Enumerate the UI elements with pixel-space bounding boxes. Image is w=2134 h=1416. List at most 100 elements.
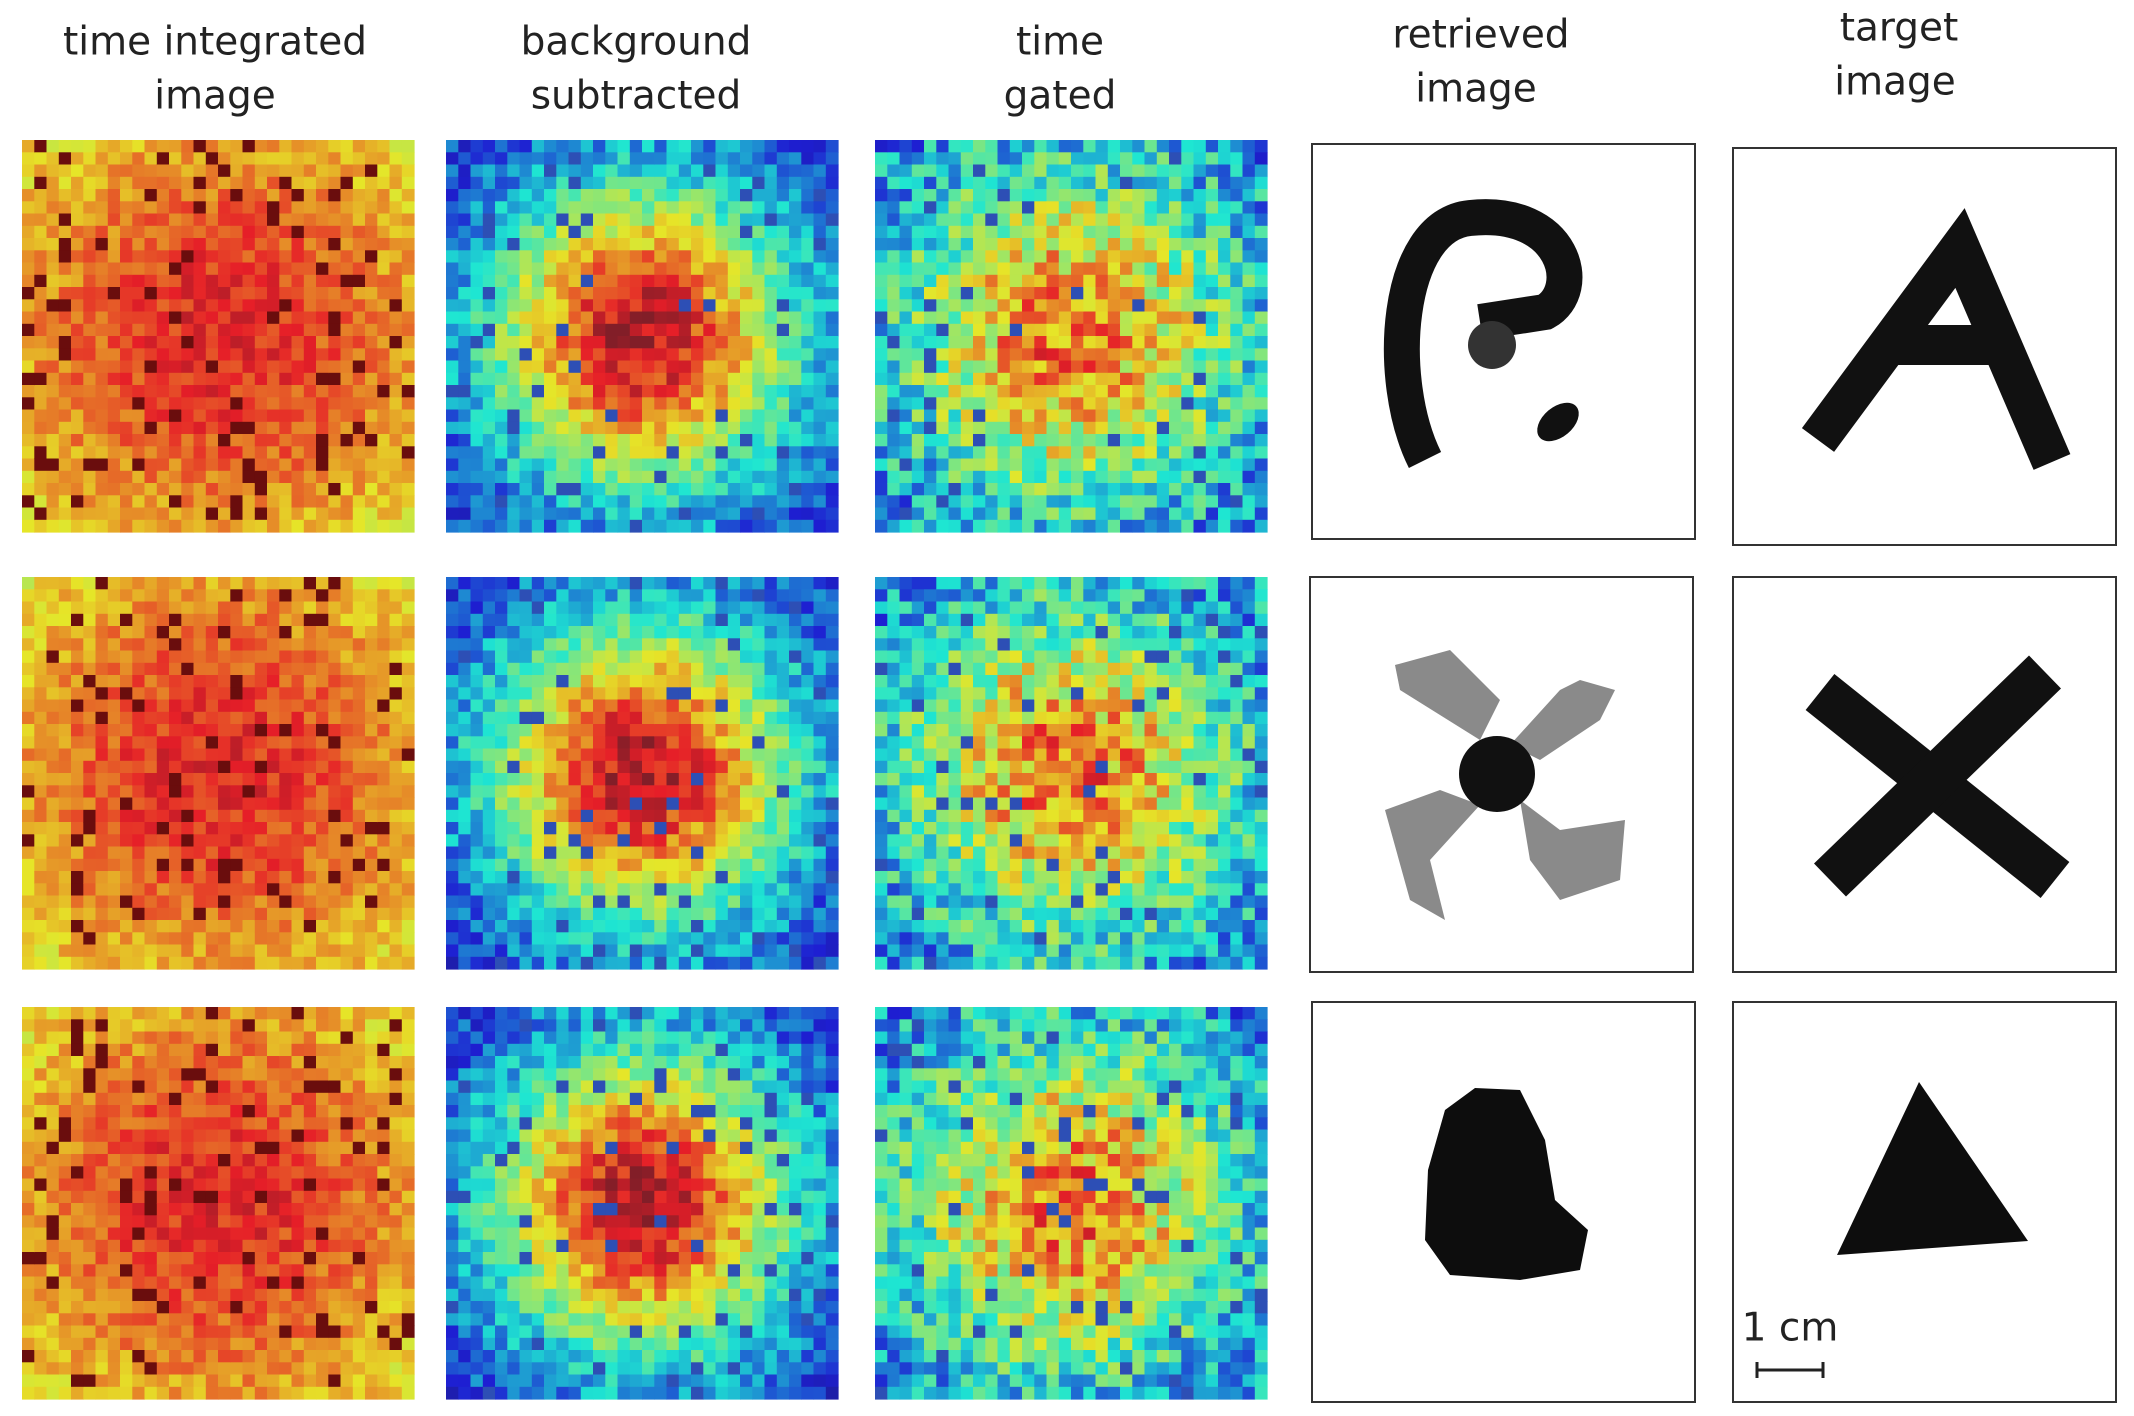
heatmap-pixel [169,495,182,509]
heatmap-pixel [948,519,962,533]
heatmap-pixel [507,372,521,386]
heatmap-pixel [519,834,533,848]
heatmap-pixel [1071,446,1084,460]
heatmap-pixel [519,822,533,835]
heatmap-pixel [899,519,913,533]
heatmap-pixel [156,385,170,398]
heatmap-pixel [678,397,692,411]
heatmap-pixel [181,834,195,848]
heatmap-pixel [1218,164,1231,178]
heatmap-pixel [997,164,1011,178]
heatmap-pixel [267,372,280,386]
heatmap-pixel [71,956,84,970]
heatmap-pixel [495,434,508,447]
heatmap-pixel [911,434,925,447]
heatmap-pixel [144,176,158,190]
heatmap-pixel [389,797,403,811]
heatmap-pixel [936,397,950,411]
heatmap-pixel [401,299,415,313]
heatmap-pixel [666,613,680,627]
heatmap-pixel [107,785,121,799]
heatmap-pixel [218,152,231,166]
heatmap-pixel [1009,213,1023,227]
heatmap-pixel [303,446,317,460]
heatmap-pixel [83,589,97,603]
heatmap-pixel [1095,262,1109,276]
heatmap-pixel [1132,201,1146,215]
heatmap-pixel [642,577,655,590]
heatmap-pixel [1230,201,1244,215]
heatmap-pixel [291,495,305,509]
heatmap-pixel [446,470,459,484]
heatmap-pixel [365,348,378,362]
heatmap-pixel [181,736,195,750]
heatmap-pixel [875,140,888,153]
heatmap-pixel [825,507,839,521]
heatmap-pixel [556,662,570,676]
heatmap-pixel [181,507,195,521]
heatmap-pixel [629,650,643,664]
heatmap-pixel [580,409,594,423]
heatmap-pixel [678,601,692,615]
heatmap-pixel [629,809,643,823]
heatmap-pixel [107,626,121,639]
heatmap-pixel [46,846,60,860]
heatmap-pixel [752,932,766,946]
heatmap-pixel [691,262,704,276]
heatmap-pixel [678,871,692,884]
heatmap-pixel [470,176,484,190]
heatmap-pixel [703,336,717,349]
heatmap-pixel [1022,189,1035,202]
heatmap-pixel [254,201,268,215]
heatmap-pixel [144,311,158,325]
heatmap-pixel [181,519,195,533]
heatmap-pixel [703,189,717,202]
heatmap-pixel [642,932,655,946]
heatmap-pixel [568,348,582,362]
heatmap-pixel [715,409,729,423]
heatmap-pixel [156,650,170,664]
heatmap-pixel [279,920,293,933]
heatmap-pixel [316,944,329,958]
heatmap-pixel [144,299,158,313]
heatmap-pixel [593,299,606,313]
heatmap-pixel [218,895,231,909]
heatmap-pixel [1193,507,1207,521]
heatmap-pixel [605,274,619,288]
heatmap-pixel [764,907,778,921]
heatmap-pixel [642,626,655,639]
heatmap-pixel [727,871,741,884]
heatmap-pixel [519,577,533,590]
heatmap-pixel [242,360,256,374]
heatmap-pixel [482,822,496,835]
heatmap-pixel [470,613,484,627]
heatmap-pixel [193,287,207,300]
heatmap-pixel [507,336,521,349]
heatmap-pixel [568,176,582,190]
heatmap-pixel [83,785,97,799]
heatmap-pixel [1095,238,1109,251]
heatmap-pixel [95,507,109,521]
heatmap-pixel [169,736,182,750]
heatmap-pixel [1120,507,1133,521]
heatmap-pixel [1169,176,1182,190]
heatmap-pixel [654,871,668,884]
heatmap-pixel [254,164,268,178]
heatmap-pixel [242,409,256,423]
heatmap-pixel [1107,470,1121,484]
heatmap-pixel [1071,507,1084,521]
heatmap-pixel [1205,421,1219,435]
heatmap-pixel [181,613,195,627]
heatmap-pixel [458,871,472,884]
heatmap-pixel [470,446,484,460]
heatmap-pixel [365,483,378,496]
heatmap-pixel [997,434,1011,447]
heatmap-pixel [678,519,692,533]
heatmap-pixel [740,434,753,447]
heatmap-pixel [254,944,268,958]
heatmap-pixel [230,626,244,639]
heatmap-pixel [752,287,766,300]
heatmap-pixel [193,883,207,897]
heatmap-pixel [254,519,268,533]
heatmap-pixel [218,495,231,509]
